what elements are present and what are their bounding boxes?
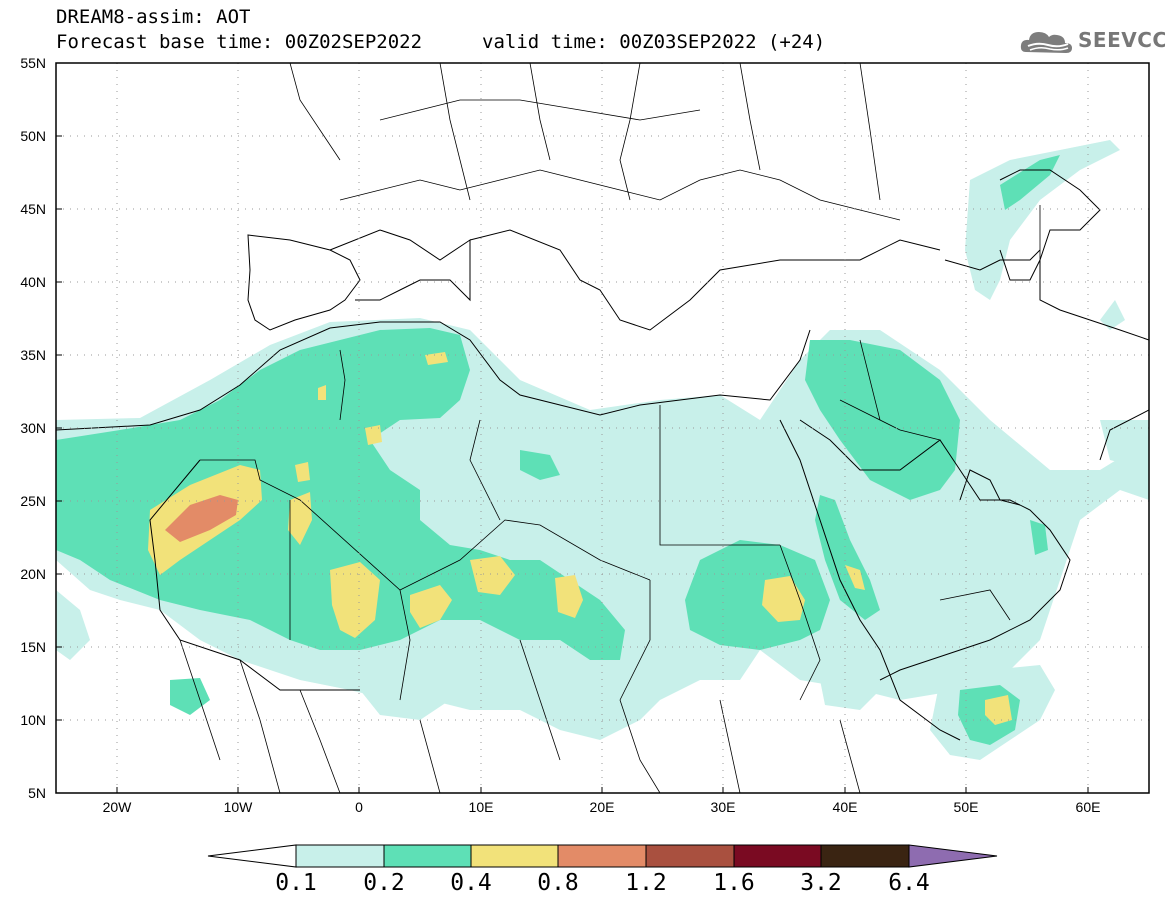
forecast-base-time: Forecast base time: 00Z02SEP2022 [56, 31, 423, 53]
lon-label-20e: 20E [589, 799, 615, 815]
lat-label-40n: 40N [20, 274, 46, 290]
aot-level-0.8 [165, 495, 238, 542]
colorbar-label-6.4: 6.4 [888, 870, 930, 896]
lon-label-50e: 50E [953, 799, 979, 815]
colorbar-label-1.6: 1.6 [713, 870, 755, 896]
lat-label-20n: 20N [20, 566, 46, 582]
lon-label-20w: 20W [102, 799, 132, 815]
colorbar-segment-3.2 [820, 844, 910, 868]
colorbar-label-0.4: 0.4 [450, 870, 492, 896]
lat-label-50n: 50N [20, 128, 46, 144]
axis-ticks [56, 62, 1089, 793]
colorbar-label-0.2: 0.2 [363, 870, 405, 896]
lon-label-60e: 60E [1075, 799, 1101, 815]
lat-label-25n: 25N [20, 493, 46, 509]
lon-label-10w: 10W [223, 799, 253, 815]
country-borders [179, 63, 1041, 793]
colorbar-label-0.1: 0.1 [275, 870, 317, 896]
logo-text: SEEVCCC [1078, 28, 1165, 52]
colorbar-segment-0.8 [557, 844, 647, 868]
lat-label-45n: 45N [20, 201, 46, 217]
colorbar-label-1.2: 1.2 [625, 870, 667, 896]
lon-label-40e: 40E [832, 799, 858, 815]
map-title: DREAM8-assim: AOT [56, 6, 251, 28]
colorbar-segment-0.1 [295, 844, 385, 868]
colorbar-segment-0.2 [383, 844, 472, 868]
valid-time: valid time: 00Z03SEP2022 (+24) [482, 31, 826, 53]
cloud-icon [1020, 32, 1072, 53]
coastlines [56, 169, 1149, 741]
lat-label-55n: 55N [20, 55, 46, 71]
colorbar-segment-1.6 [733, 844, 822, 868]
lat-label-15n: 15N [20, 639, 46, 655]
colorbar-segment-1.2 [645, 844, 735, 868]
colorbar-label-0.8: 0.8 [537, 870, 579, 896]
colorbar-max-arrow [908, 844, 998, 868]
colorbar-min-arrow [207, 844, 297, 868]
seevccc-logo: SEEVCCC [1018, 24, 1165, 58]
colorbar-segment-0.4 [470, 844, 559, 868]
lat-label-10n: 10N [20, 712, 46, 728]
lon-label-30e: 30E [710, 799, 736, 815]
lon-label-0: 0 [355, 799, 363, 815]
colorbar [207, 844, 998, 868]
lon-label-10e: 10E [468, 799, 494, 815]
lat-label-35n: 35N [20, 347, 46, 363]
lat-label-5n: 5N [28, 785, 46, 801]
grid-lines [56, 63, 1149, 793]
lat-label-30n: 30N [20, 420, 46, 436]
colorbar-label-3.2: 3.2 [800, 870, 842, 896]
